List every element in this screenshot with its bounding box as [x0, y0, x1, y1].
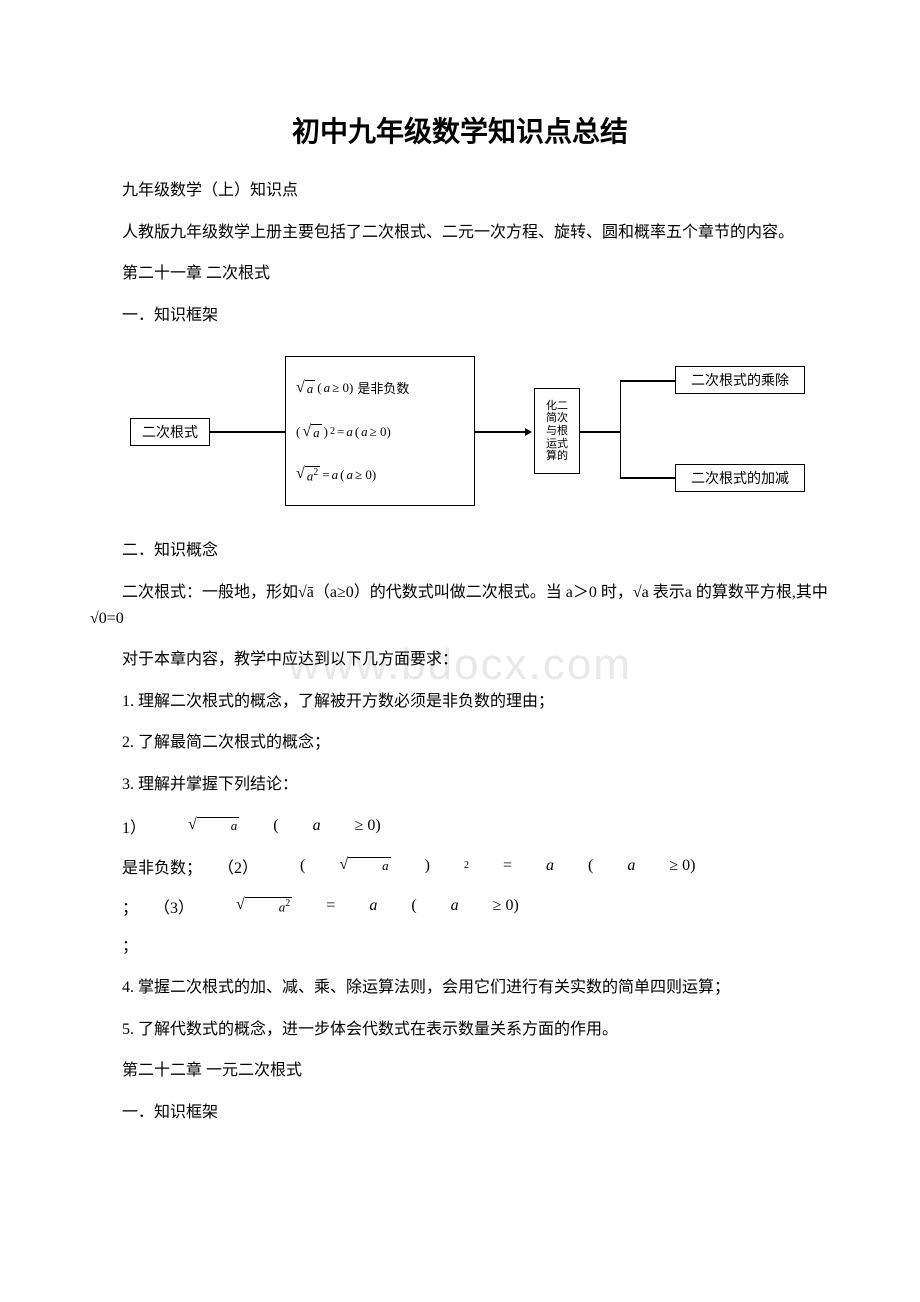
section-heading: 二．知识概念: [90, 538, 830, 564]
document-body: 初中九年级数学知识点总结 九年级数学（上）知识点 人教版九年级数学上册主要包括了…: [90, 110, 830, 1126]
connector: [620, 380, 621, 478]
paragraph: 九年级数学（上）知识点: [90, 178, 830, 204]
paragraph: 二次根式：一般地，形如√ā（a≥0）的代数式叫做二次根式。当 a＞0 时，√a …: [90, 580, 830, 631]
paragraph: 人教版九年级数学上册主要包括了二次根式、二元一次方程、旋转、圆和概率五个章节的内…: [90, 220, 830, 246]
connector: [620, 380, 675, 381]
diagram-node-addsub: 二次根式的加减: [675, 464, 805, 492]
section-heading: 一．知识框架: [90, 303, 830, 329]
math-formula: √a (a ≥ 0): [156, 817, 381, 835]
knowledge-framework-diagram: 二次根式 √a (a ≥ 0) 是非负数 (√a)2 = a(a ≥ 0) √a…: [130, 346, 850, 516]
formula-suffix: 是非负数: [357, 378, 409, 397]
chapter-heading: 第二十一章 二次根式: [90, 261, 830, 287]
diagram-node-simplify: 化简与运算 二次根式的: [534, 388, 580, 474]
list-item: 2. 了解最简二次根式的概念；: [90, 730, 830, 756]
section-heading: 一．知识框架: [90, 1100, 830, 1126]
arrow-icon: [525, 428, 532, 436]
formula-line-3: √a2 = a(a ≥ 0): [296, 466, 376, 484]
diagram-node-root: 二次根式: [130, 418, 210, 446]
formula-line-1: √a (a ≥ 0) 是非负数: [296, 378, 409, 397]
math-formula: (√a)2 = a(a ≥ 0): [268, 857, 695, 875]
page-title: 初中九年级数学知识点总结: [90, 110, 830, 150]
chapter-heading: 第二十二章 一元二次根式: [90, 1058, 830, 1084]
vert-text-2: 二次根式的: [557, 400, 568, 463]
formula-prefix: ； （3）: [90, 894, 194, 918]
formula-item-1: 1） √a (a ≥ 0): [90, 814, 830, 838]
formula-line-2: (√a)2 = a(a ≥ 0): [296, 424, 391, 441]
list-item: 4. 掌握二次根式的加、减、乘、除运算法则，会用它们进行有关实数的简单四则运算；: [90, 975, 830, 1001]
formula-item-2: 是非负数； （2） (√a)2 = a(a ≥ 0): [90, 854, 830, 878]
list-item: 3. 理解并掌握下列结论：: [90, 772, 830, 798]
list-item: 5. 了解代数式的概念，进一步体会代数式在表示数量关系方面的作用。: [90, 1017, 830, 1043]
connector: [620, 477, 675, 478]
formula-prefix: 是非负数； （2）: [90, 854, 258, 878]
connector: [475, 431, 527, 432]
math-formula: √a2 = a(a ≥ 0): [204, 897, 519, 915]
connector: [210, 431, 285, 432]
formula-tail: ；: [90, 934, 830, 960]
paragraph: 对于本章内容，教学中应达到以下几方面要求：: [90, 647, 830, 673]
formula-item-3: ； （3） √a2 = a(a ≥ 0): [90, 894, 830, 918]
vert-text-1: 化简与运算: [546, 400, 557, 463]
diagram-node-properties: √a (a ≥ 0) 是非负数 (√a)2 = a(a ≥ 0) √a2 = a…: [285, 356, 475, 506]
diagram-node-muldiv: 二次根式的乘除: [675, 366, 805, 394]
list-item: 1. 理解二次根式的概念，了解被开方数必须是非负数的理由；: [90, 689, 830, 715]
formula-prefix: 1）: [90, 814, 146, 838]
connector: [580, 431, 620, 432]
